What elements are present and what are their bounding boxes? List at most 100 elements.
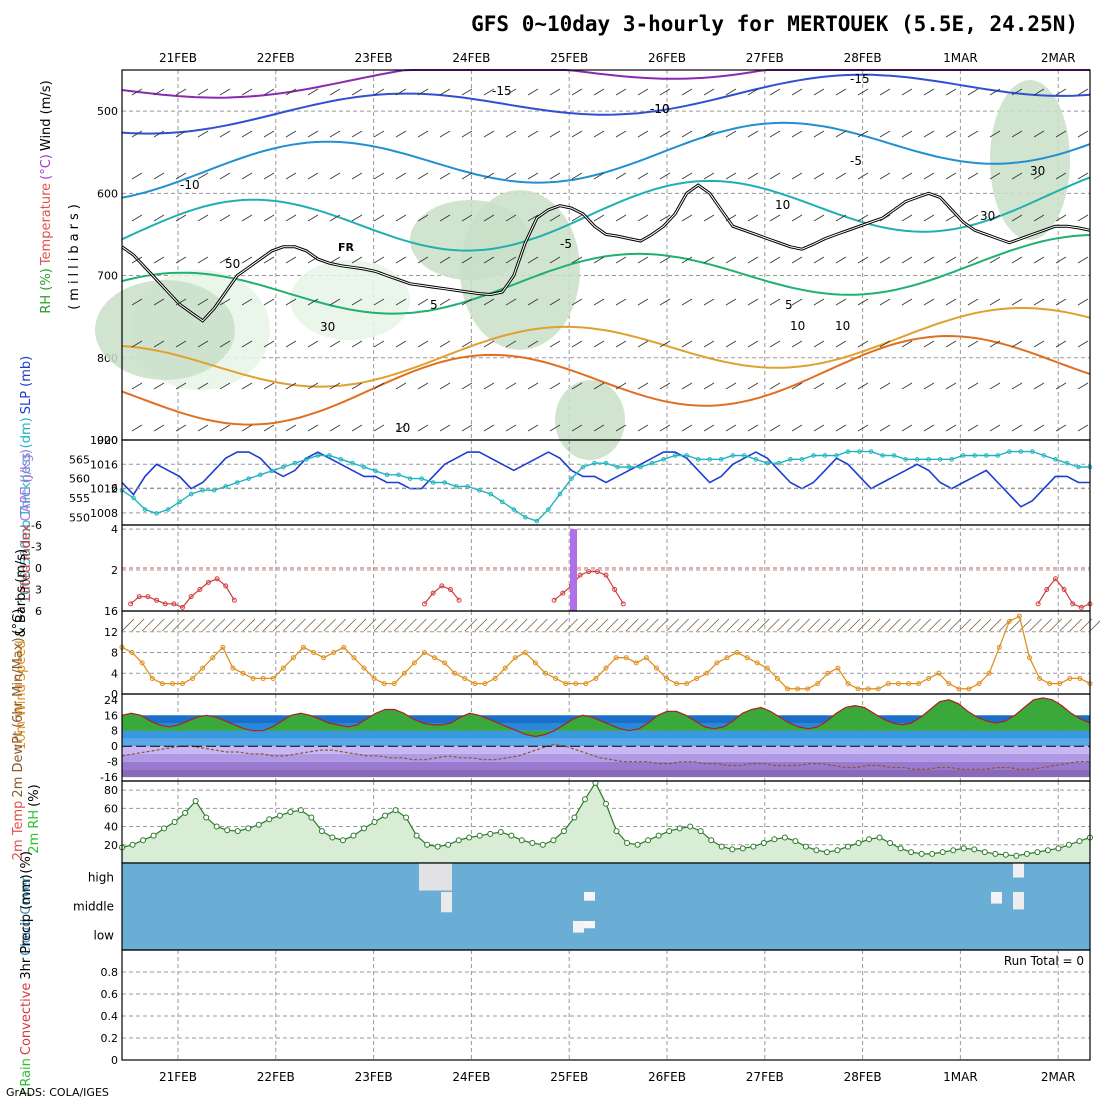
thickness-point [304, 457, 309, 462]
freezing-label: FR [338, 241, 355, 254]
precip-tick: 0 [111, 1054, 118, 1067]
wind-barb [131, 214, 143, 222]
wind-barb [595, 618, 609, 632]
wind-barb [285, 256, 297, 264]
wind-speed-point [684, 681, 690, 687]
axis-label-part: Total / Rain [19, 1058, 34, 1100]
wind-speed-point [573, 681, 579, 687]
wind-barb [967, 130, 979, 138]
axis-label-part: CAPE (J/kg) [19, 449, 34, 521]
thickness-point [373, 468, 378, 474]
wind-speed-point [966, 686, 972, 692]
wind-barb [593, 298, 605, 306]
wind-speed-point [1077, 675, 1083, 681]
wind-speed-point [996, 644, 1002, 650]
wind-barb [1055, 214, 1067, 222]
wind-barb [659, 130, 671, 138]
rh-point [171, 819, 178, 825]
wind-barb [879, 298, 891, 306]
wind-barb [593, 88, 605, 96]
wind-barb [769, 130, 781, 138]
wind-barb [593, 130, 605, 138]
wind-barb [817, 618, 831, 632]
lifted-index-point [422, 601, 427, 607]
wind-barb [1055, 340, 1067, 348]
wind-barb [514, 618, 528, 632]
wind-barb [945, 340, 957, 348]
thickness-point [188, 491, 194, 497]
wind-barb [769, 256, 781, 264]
wind-barb [777, 618, 790, 632]
thickness-point [350, 460, 355, 466]
wind-barb [373, 298, 385, 306]
wind-barb [637, 340, 649, 348]
axis-label-part: & Barbs [14, 586, 29, 638]
wind-barb [351, 88, 363, 96]
lifted-index-point [577, 572, 583, 578]
wind-speed-point [724, 655, 730, 661]
contour-label: 50 [225, 257, 240, 271]
wind-barb [307, 340, 319, 348]
slp-tick: 1020 [90, 434, 118, 447]
temp-tick: 24 [104, 694, 118, 707]
thickness-point [799, 457, 805, 462]
wind-barb [967, 214, 979, 222]
wind-barb [383, 618, 397, 632]
wind-barb [241, 256, 253, 264]
rh-point [140, 837, 147, 844]
rh-point [802, 843, 809, 850]
wind-barb [813, 172, 825, 180]
rh-shade [555, 380, 625, 460]
thickness-point [960, 453, 966, 458]
wind-speed-point [976, 681, 982, 687]
wind-speed-point [845, 681, 851, 687]
wind-barb [725, 172, 737, 180]
wind-barb [827, 618, 841, 632]
rh-point [476, 832, 483, 839]
wind-barb [175, 88, 187, 96]
wind-speed-point [492, 675, 498, 681]
wind-barb [329, 214, 341, 222]
wind-barb [835, 340, 847, 348]
rh-point [823, 849, 830, 856]
rh-tick: 60 [104, 802, 118, 815]
wind-barb [414, 618, 427, 632]
wind-barb [747, 382, 759, 390]
date-tick-top: 28FEB [844, 51, 882, 65]
thickness-point [937, 457, 943, 462]
wind-barb [948, 618, 962, 632]
pressure-tick: 900 [97, 434, 118, 447]
rh-point [603, 800, 609, 807]
wind-barb [307, 298, 319, 306]
wind-barb [797, 618, 810, 632]
wind-barb [791, 88, 803, 96]
wind-barb [454, 618, 468, 632]
wind-barb [404, 618, 417, 632]
wind-barb [659, 424, 671, 432]
wind-speed-point [805, 686, 811, 692]
wind-barb [395, 340, 407, 348]
temperature-band [122, 769, 1090, 778]
wind-barb [1077, 88, 1089, 96]
rh-point [876, 834, 883, 841]
wind-barb [549, 382, 561, 390]
wind-barb [1033, 298, 1045, 306]
wind-barb [706, 618, 720, 632]
wind-barb [989, 256, 1001, 264]
temp-tick: -16 [100, 771, 118, 784]
thickness-point [891, 453, 897, 458]
wind-speed-point [351, 655, 357, 661]
wind-barb [593, 172, 605, 180]
thickness-point [661, 457, 666, 462]
temperature-band [122, 738, 1090, 747]
thickness-point [419, 476, 424, 481]
wind-speed-point [785, 686, 790, 692]
wind-speed-point [633, 660, 639, 666]
axis-label-part: RH (%) [39, 268, 54, 313]
wind-barb [813, 88, 825, 96]
freezing-level-line [121, 183, 1091, 323]
wind-speed-point [361, 665, 367, 671]
wind-barb [461, 298, 473, 306]
rh-point [971, 846, 978, 853]
